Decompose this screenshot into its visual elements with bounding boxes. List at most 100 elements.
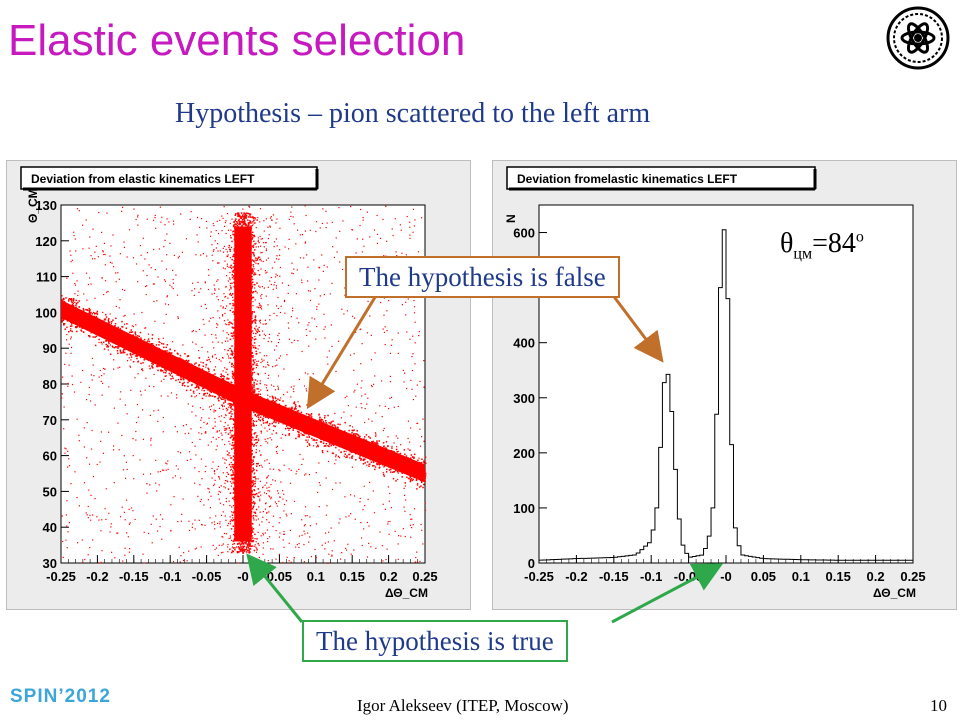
- scatter-point: [188, 520, 190, 522]
- scatter-point: [381, 415, 383, 418]
- scatter-point: [163, 246, 165, 248]
- scatter-point: [91, 357, 94, 359]
- scatter-point: [202, 408, 204, 411]
- x-tick-label: -0.2: [86, 569, 108, 584]
- scatter-point: [252, 479, 254, 482]
- scatter-point: [257, 257, 259, 259]
- scatter-point: [160, 221, 162, 223]
- scatter-point: [229, 548, 231, 551]
- scatter-point: [112, 266, 115, 268]
- scatter-point: [90, 255, 92, 257]
- scatter-point: [223, 504, 225, 506]
- scatter-point: [404, 372, 406, 374]
- scatter-point: [300, 432, 302, 435]
- scatter-point: [228, 463, 231, 466]
- scatter-point: [228, 452, 230, 454]
- scatter-point: [254, 389, 256, 391]
- scatter-point: [254, 287, 256, 289]
- scatter-point: [195, 454, 197, 456]
- scatter-point: [404, 535, 406, 538]
- scatter-point: [283, 368, 285, 370]
- scatter-point: [71, 375, 73, 377]
- scatter-point: [122, 469, 125, 471]
- scatter-point: [243, 545, 246, 548]
- scatter-point: [225, 286, 227, 288]
- scatter-point: [263, 337, 265, 340]
- scatter-point: [124, 289, 126, 292]
- scatter-point: [327, 460, 330, 463]
- scatter-point: [280, 437, 282, 439]
- scatter-point: [222, 370, 224, 372]
- scatter-point: [242, 542, 244, 544]
- scatter-point: [275, 446, 277, 448]
- scatter-point: [251, 278, 254, 281]
- scatter-point: [247, 546, 249, 549]
- scatter-point: [253, 260, 255, 262]
- scatter-point: [153, 373, 155, 376]
- scatter-point: [397, 478, 399, 481]
- scatter-point: [328, 531, 330, 533]
- x-tick-label: 0.25: [412, 569, 437, 584]
- scatter-point: [225, 323, 227, 325]
- scatter-point: [234, 225, 236, 228]
- scatter-point: [218, 407, 221, 409]
- scatter-point: [385, 558, 387, 561]
- scatter-point: [268, 495, 270, 497]
- scatter-point: [351, 315, 354, 317]
- scatter-point: [180, 377, 182, 379]
- scatter-point: [257, 416, 260, 418]
- scatter-point: [275, 222, 277, 224]
- scatter-point: [229, 338, 232, 341]
- scatter-point: [252, 235, 254, 237]
- scatter-point: [81, 539, 83, 541]
- scatter-point: [237, 562, 240, 564]
- scatter-point: [144, 327, 146, 329]
- scatter-point: [213, 249, 215, 251]
- scatter-point: [386, 548, 388, 550]
- scatter-point: [256, 549, 258, 551]
- scatter-point: [210, 231, 212, 233]
- scatter-point: [90, 494, 92, 497]
- scatter-point: [268, 374, 270, 376]
- scatter-point: [71, 259, 73, 261]
- scatter-point: [390, 396, 393, 399]
- scatter-point: [232, 332, 235, 334]
- scatter-point: [258, 465, 261, 467]
- scatter-point: [126, 532, 128, 534]
- scatter-point: [268, 462, 270, 465]
- scatter-point: [234, 219, 237, 222]
- scatter-point: [413, 306, 416, 308]
- scatter-point: [198, 291, 200, 294]
- scatter-point: [111, 551, 113, 553]
- scatter-point: [208, 320, 210, 322]
- scatter-point: [282, 423, 284, 425]
- scatter-point: [230, 474, 232, 477]
- scatter-point: [240, 545, 242, 548]
- scatter-point: [383, 255, 385, 257]
- scatter-point: [64, 452, 66, 454]
- scatter-point: [100, 440, 102, 442]
- scatter-point: [348, 515, 350, 517]
- scatter-point: [232, 511, 235, 514]
- scatter-point: [269, 217, 272, 219]
- scatter-point: [78, 434, 80, 436]
- scatter-point: [253, 424, 256, 426]
- scatter-point: [312, 373, 314, 375]
- scatter-point: [325, 226, 327, 229]
- scatter-point: [211, 293, 213, 295]
- scatter-point: [296, 544, 298, 546]
- scatter-point: [269, 396, 271, 398]
- scatter-point: [325, 477, 327, 479]
- scatter-point: [400, 229, 402, 231]
- scatter-point: [154, 320, 156, 322]
- scatter-point: [267, 475, 269, 477]
- scatter-point: [101, 550, 103, 552]
- scatter-point: [214, 366, 217, 368]
- scatter-plot: Deviation from elastic kinematics LEFT-0…: [20, 166, 438, 600]
- scatter-point: [389, 352, 392, 354]
- scatter-point: [188, 529, 191, 532]
- scatter-point: [243, 548, 246, 551]
- scatter-point: [132, 437, 134, 440]
- scatter-point: [349, 457, 351, 459]
- scatter-point: [279, 470, 281, 472]
